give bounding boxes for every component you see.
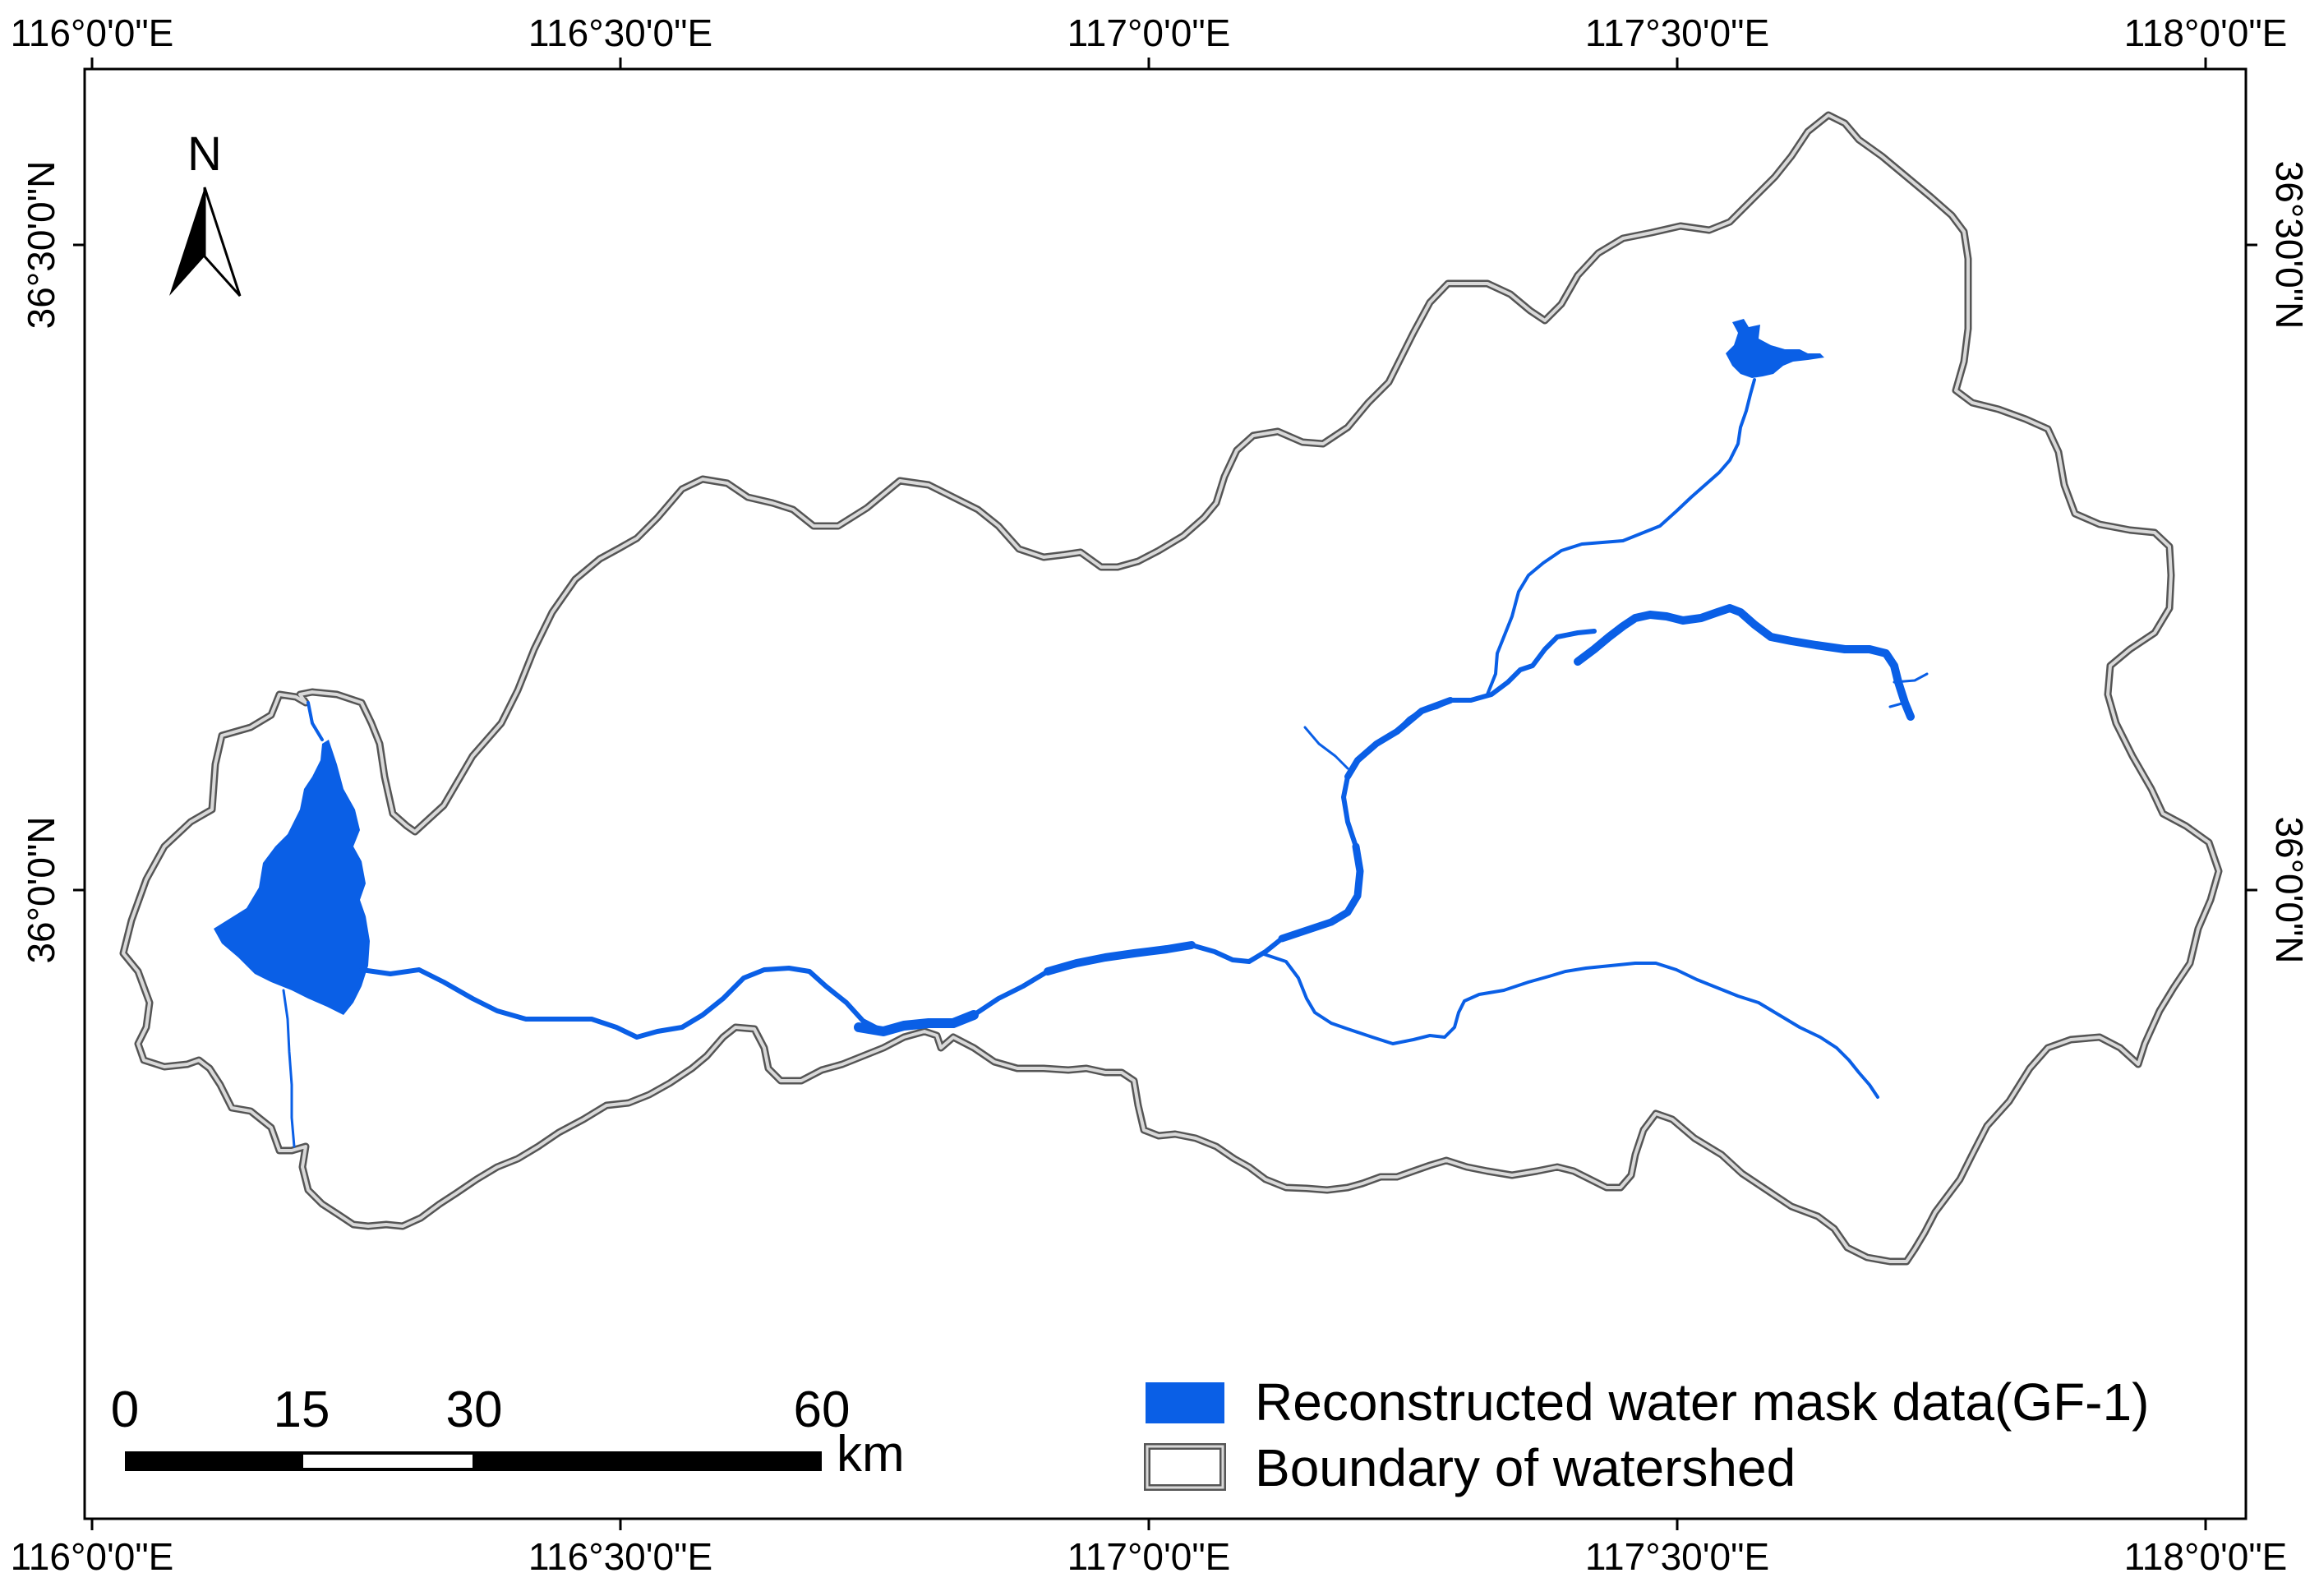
east-branch-upper xyxy=(1574,604,1915,721)
west-lake-inflow xyxy=(307,701,324,741)
left-lat-label-36-30: 36°30'0"N xyxy=(20,161,62,330)
side-ticks xyxy=(73,243,2257,892)
right-lat-label-36-30: 36°30'0"N xyxy=(2268,161,2311,330)
main-river-wide-4 xyxy=(1344,697,1454,780)
watershed-boundary xyxy=(119,111,2223,1266)
north-arrow-icon xyxy=(169,187,242,298)
bottom-lon-label-116-0: 116°0'0"E xyxy=(11,1535,174,1578)
scale-segment-1 xyxy=(125,1451,302,1471)
bottom-lon-label-117-0: 117°0'0"E xyxy=(1067,1535,1231,1578)
bottom-lon-label-117-30: 117°30'0"E xyxy=(1585,1535,1769,1578)
bottom-lon-label-118-0: 118°0'0"E xyxy=(2124,1535,2288,1578)
legend: Reconstructed water mask data(GF-1) Boun… xyxy=(1144,1372,2149,1497)
right-lat-label-36-0: 36°0'0"N xyxy=(2268,816,2311,963)
bottom-ticks xyxy=(90,1519,2207,1530)
main-river-wide-1 xyxy=(854,1010,979,1036)
left-lat-label-36-0: 36°0'0"N xyxy=(20,816,62,963)
top-lon-label-118-0: 118°0'0"E xyxy=(2124,12,2288,54)
map-frame xyxy=(83,67,2248,1520)
scale-tick-30: 30 xyxy=(446,1382,503,1438)
west-lake-outflow xyxy=(282,989,296,1148)
small-tributary-mid xyxy=(1303,726,1349,770)
bottom-lon-label-116-30: 116°30'0"E xyxy=(528,1535,712,1578)
water-mask xyxy=(214,319,1929,1148)
top-lon-label-116-0: 116°0'0"E xyxy=(11,12,174,54)
top-lon-label-117-30: 117°30'0"E xyxy=(1585,12,1769,54)
scale-unit: km xyxy=(837,1426,905,1483)
top-lon-label-117-0: 117°0'0"E xyxy=(1067,12,1231,54)
south-branch xyxy=(1260,952,1879,1099)
northeast-reservoir xyxy=(1726,319,1824,378)
east-branch-tip xyxy=(1888,672,1929,708)
scale-segment-2 xyxy=(300,1451,476,1471)
top-ticks xyxy=(90,58,2207,69)
water-swatch-icon xyxy=(1146,1382,1224,1423)
scale-tick-60: 60 xyxy=(794,1382,851,1438)
main-river-wide-2 xyxy=(1044,941,1196,976)
north-tributary xyxy=(1486,378,1756,696)
north-arrow: N xyxy=(169,127,242,298)
west-lake xyxy=(214,740,370,1015)
scale-tick-15: 15 xyxy=(274,1382,330,1438)
boundary-swatch-icon xyxy=(1144,1443,1226,1491)
top-lon-label-116-30: 116°30'0"E xyxy=(528,12,712,54)
legend-label-boundary: Boundary of watershed xyxy=(1255,1438,1796,1497)
scale-tick-0: 0 xyxy=(111,1382,139,1438)
main-river-wide-3 xyxy=(1278,842,1364,943)
scale-bar: 0 15 30 60 km xyxy=(111,1382,905,1483)
north-arrow-label: N xyxy=(187,127,222,181)
legend-label-water: Reconstructed water mask data(GF-1) xyxy=(1255,1372,2149,1432)
scale-segment-3 xyxy=(474,1451,822,1471)
